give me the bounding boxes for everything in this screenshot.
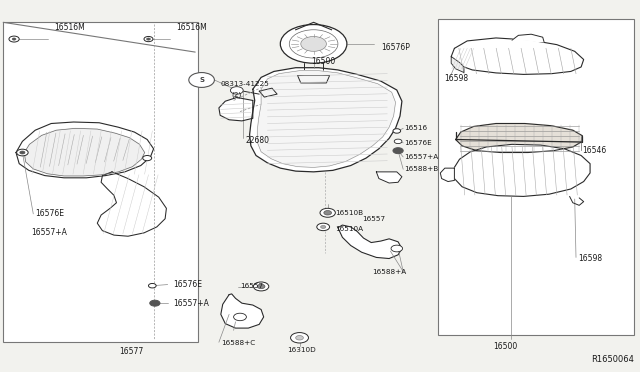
Text: 16557: 16557 [362,217,385,222]
Circle shape [9,36,19,42]
Text: (2): (2) [232,92,242,98]
Polygon shape [97,172,166,236]
Circle shape [317,223,330,231]
Text: 16510A: 16510A [335,226,364,232]
Text: 16516M: 16516M [176,23,207,32]
Bar [3,22,198,342]
Polygon shape [259,88,277,97]
Circle shape [144,36,153,42]
Text: 16598: 16598 [444,74,468,83]
Circle shape [393,148,403,154]
Text: 16557+A: 16557+A [31,228,67,237]
Text: 16576P: 16576P [381,43,410,52]
Circle shape [301,36,326,51]
Text: 16310D: 16310D [287,347,316,353]
Text: 16516: 16516 [404,125,428,131]
Text: 16516M: 16516M [54,23,85,32]
Text: 16576E: 16576E [173,280,202,289]
Circle shape [296,336,303,340]
Text: 16557+A: 16557+A [404,154,439,160]
Text: 16546: 16546 [582,146,607,155]
Text: 16557: 16557 [240,283,263,289]
Polygon shape [456,124,582,153]
Polygon shape [219,97,253,121]
Circle shape [17,149,28,156]
Polygon shape [16,122,154,178]
Circle shape [393,129,401,133]
Polygon shape [24,128,145,176]
Circle shape [20,151,25,154]
Circle shape [12,38,16,40]
Circle shape [147,38,150,40]
Polygon shape [570,196,584,205]
Polygon shape [338,225,402,259]
Circle shape [148,283,156,288]
Polygon shape [250,68,402,172]
Polygon shape [512,34,544,42]
Text: R1650064: R1650064 [591,355,634,364]
Polygon shape [298,76,330,83]
Text: S: S [199,77,204,83]
Circle shape [189,73,214,87]
Text: 16500: 16500 [493,342,518,351]
Circle shape [253,282,269,291]
Text: 08313-41225: 08313-41225 [221,81,269,87]
Text: 16576E: 16576E [35,209,64,218]
Text: 16577: 16577 [119,347,143,356]
Circle shape [234,313,246,321]
Circle shape [143,155,152,161]
Text: 16510B: 16510B [335,210,364,216]
Circle shape [391,245,403,252]
Polygon shape [451,57,464,73]
Text: 16557+A: 16557+A [173,299,209,308]
Polygon shape [453,144,590,196]
Text: 22680: 22680 [245,136,269,145]
Circle shape [289,30,338,58]
Circle shape [320,208,335,217]
Circle shape [280,25,347,63]
Text: 16576E: 16576E [404,140,432,146]
Text: 16588+C: 16588+C [221,340,255,346]
Text: 16500: 16500 [311,57,335,66]
Text: 16588+A: 16588+A [372,269,407,275]
Circle shape [230,87,243,94]
Circle shape [324,211,332,215]
Text: 16598: 16598 [579,254,603,263]
Circle shape [394,139,402,144]
Polygon shape [376,172,402,183]
Polygon shape [451,38,584,74]
Polygon shape [440,168,454,182]
Polygon shape [257,71,396,167]
Polygon shape [221,294,264,328]
Circle shape [321,225,326,228]
Circle shape [150,300,160,306]
Circle shape [257,284,265,289]
Circle shape [291,333,308,343]
Bar [438,19,634,335]
Text: 16588+B: 16588+B [404,166,439,172]
